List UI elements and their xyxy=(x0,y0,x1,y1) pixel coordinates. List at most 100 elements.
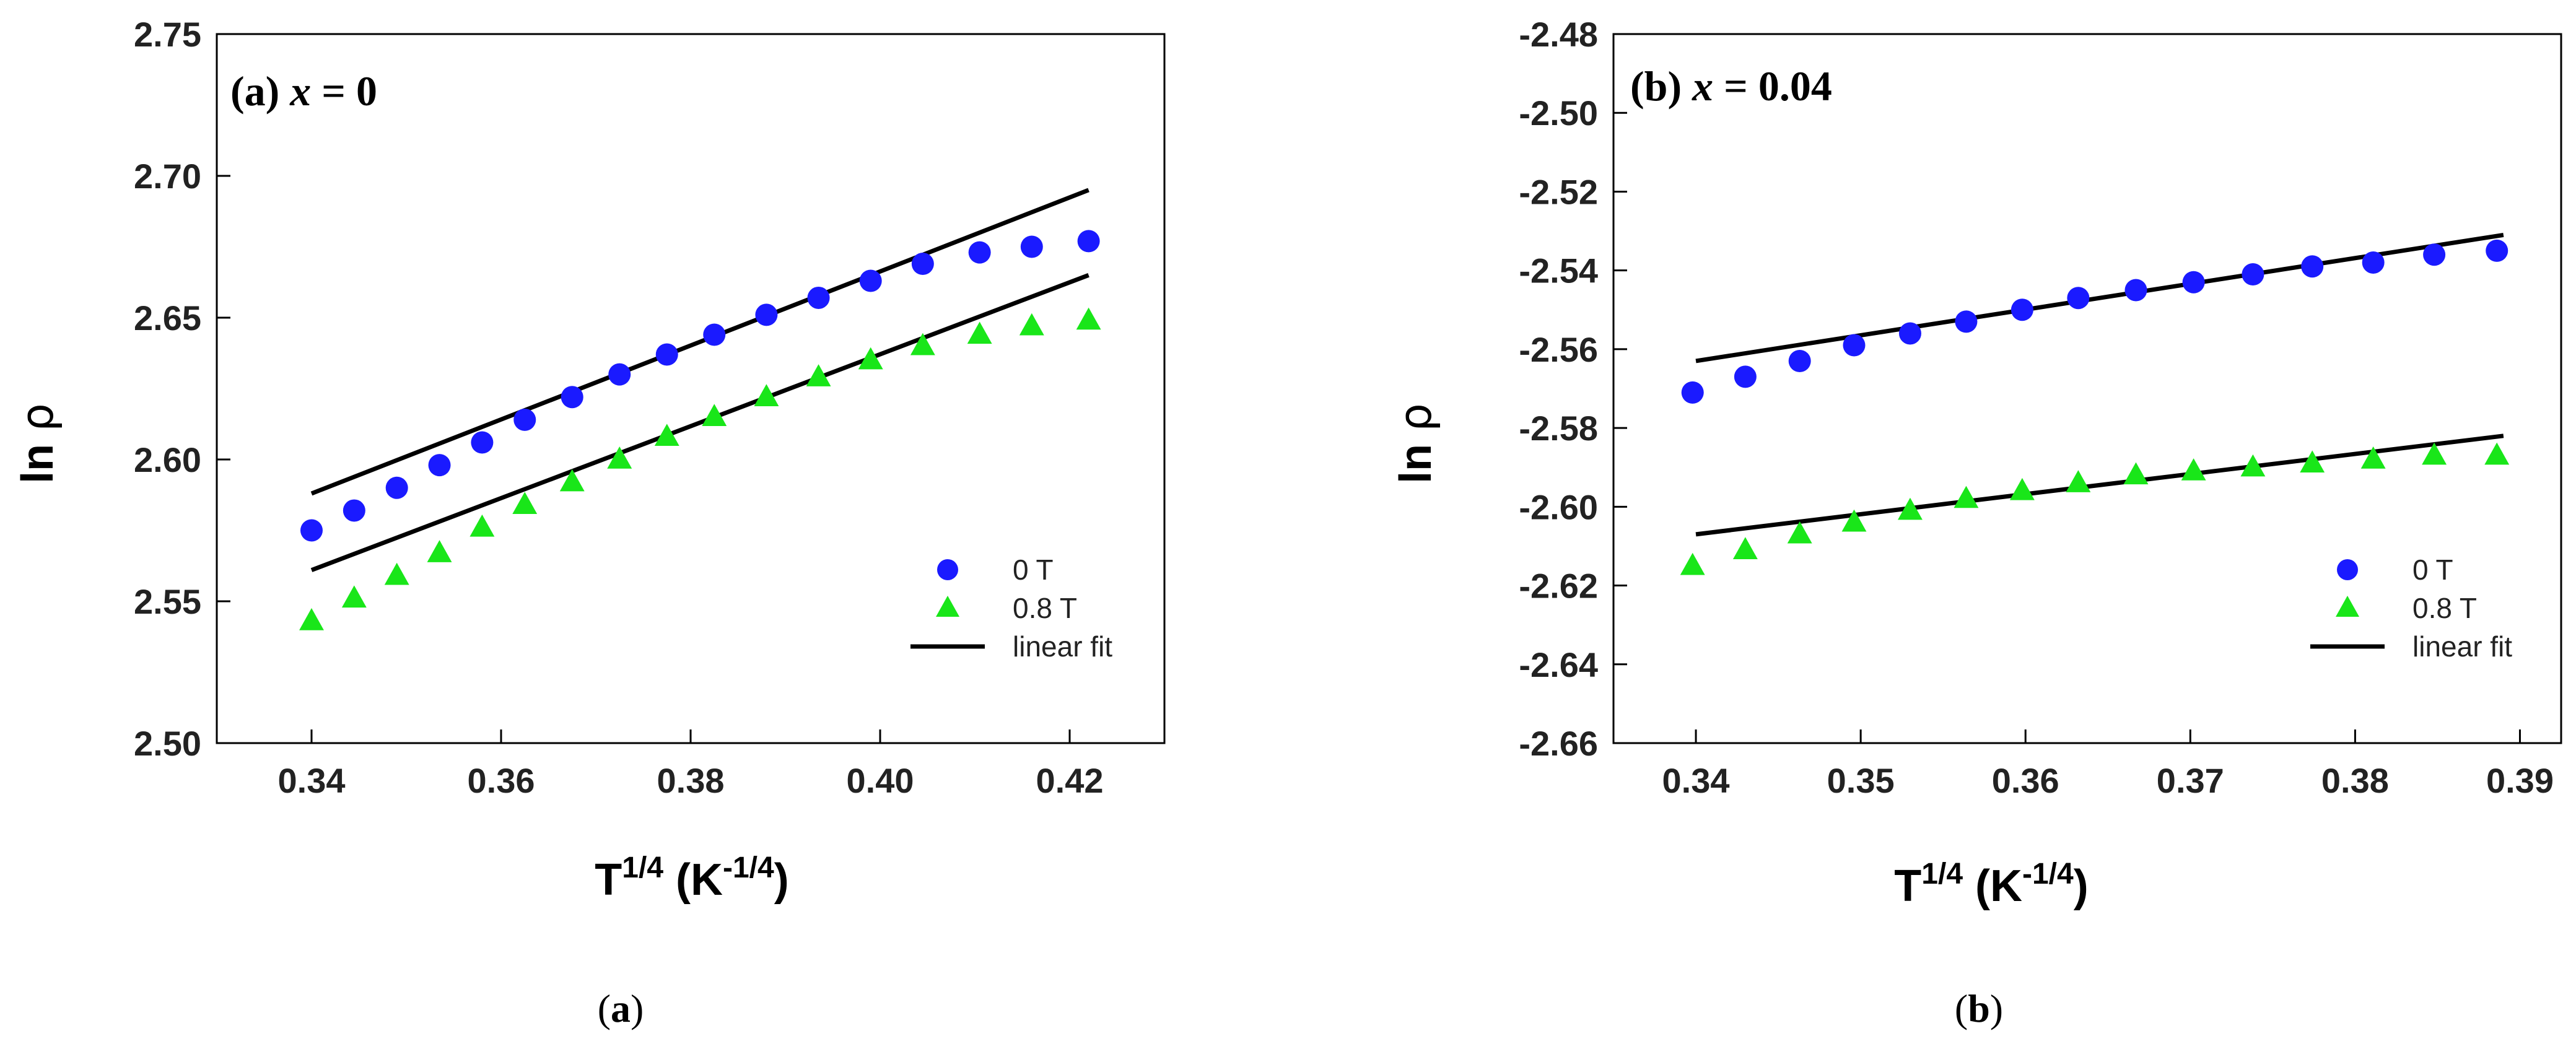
data-point-0t xyxy=(859,269,882,292)
caption-a: (a) xyxy=(598,986,644,1030)
legend-marker-triangle xyxy=(2336,596,2359,617)
x-tick-label: 0.42 xyxy=(1036,761,1104,800)
data-point-0t xyxy=(608,363,631,386)
data-point-08t xyxy=(2360,446,2386,469)
data-point-08t xyxy=(2484,442,2510,465)
data-point-0t xyxy=(2486,239,2508,262)
data-point-08t xyxy=(427,540,452,562)
y-tick-label: -2.60 xyxy=(1519,487,1598,526)
data-point-0t xyxy=(1734,365,1757,388)
data-point-08t xyxy=(1732,537,1758,560)
data-point-08t xyxy=(2009,477,2035,500)
y-tick-label: 2.50 xyxy=(134,724,201,763)
data-point-0t xyxy=(1020,235,1043,258)
data-point-0t xyxy=(2301,255,2324,278)
fit-line xyxy=(1695,232,2504,363)
data-point-0t xyxy=(428,454,451,477)
legend-marker-triangle xyxy=(936,596,959,617)
y-tick-label: 2.60 xyxy=(134,440,201,479)
data-point-08t xyxy=(341,585,367,608)
data-point-08t xyxy=(702,404,727,426)
data-point-0t xyxy=(513,408,536,431)
data-point-0t xyxy=(2182,271,2205,294)
y-tick-label: -2.52 xyxy=(1519,172,1598,211)
panel-title-b: (b) x = 0.04 xyxy=(1630,63,1832,110)
y-axis-label-symbol: ρ xyxy=(1389,403,1441,432)
data-point-08t xyxy=(2123,462,2149,485)
data-point-0t xyxy=(385,476,408,499)
data-point-0t xyxy=(1681,381,1704,404)
data-point-08t xyxy=(559,469,585,492)
data-point-0t xyxy=(968,241,991,264)
data-point-0t xyxy=(1955,310,1978,333)
data-point-0t xyxy=(2011,298,2033,321)
legend-marker-circle xyxy=(2337,559,2358,580)
legend-label: 0 T xyxy=(2412,554,2453,586)
y-tick-label: -2.66 xyxy=(1519,724,1598,763)
data-point-0t xyxy=(2362,251,2385,274)
data-point-0t xyxy=(1843,334,1866,357)
x-axis-ticks-a: 0.34 0.36 0.38 0.40 0.42 xyxy=(278,729,1104,800)
data-point-0t xyxy=(2423,243,2446,266)
data-point-0t xyxy=(911,252,934,275)
data-point-0t xyxy=(300,519,323,542)
x-tick-label: 0.34 xyxy=(278,761,346,800)
data-point-08t xyxy=(2422,442,2447,465)
y-tick-label: 2.70 xyxy=(134,157,201,196)
x-tick-label: 0.36 xyxy=(1992,761,2059,800)
data-point-0t xyxy=(1898,322,1921,345)
y-axis-label-a: ln ρ xyxy=(11,403,63,484)
x-axis-label-b: T1/4 (K-1/4) xyxy=(1894,858,2088,911)
y-axis-ticks-a: 2.50 2.55 2.60 2.65 2.70 2.75 xyxy=(134,15,230,763)
legend-label: linear fit xyxy=(1013,630,1112,663)
data-point-08t xyxy=(2181,458,2206,481)
y-axis-label-b: ln ρ xyxy=(1389,403,1441,484)
data-point-08t xyxy=(2066,470,2091,492)
fit-line xyxy=(310,188,1089,496)
data-point-0t xyxy=(2242,263,2264,286)
y-tick-label: -2.48 xyxy=(1519,15,1598,54)
data-point-08t xyxy=(1898,497,1923,520)
x-axis-ticks-b: 0.34 0.35 0.36 0.37 0.38 0.39 xyxy=(1662,729,2554,800)
data-point-08t xyxy=(512,492,538,514)
x-tick-label: 0.37 xyxy=(2157,761,2224,800)
data-point-0t xyxy=(703,323,726,346)
fit-line xyxy=(1695,433,2504,537)
legend-label: 0.8 T xyxy=(1013,592,1077,624)
chart-panel-a: ln ρ T1/4 (K-1/4) (a) x = 0 2.50 2.55 2.60… xyxy=(11,15,1166,1030)
chart-panel-b: ln ρ T1/4 (K-1/4) (b) x = 0.04 -2.66 -2.6… xyxy=(1389,15,2562,1030)
legend-marker-circle xyxy=(937,559,958,580)
data-point-08t xyxy=(910,333,935,355)
data-point-08t xyxy=(384,562,409,585)
data-point-08t xyxy=(858,347,883,370)
x-tick-label: 0.38 xyxy=(657,761,725,800)
y-tick-label: -2.56 xyxy=(1519,330,1598,369)
data-point-08t xyxy=(1787,521,1812,544)
y-tick-label: -2.58 xyxy=(1519,409,1598,448)
data-point-08t xyxy=(1680,552,1705,575)
y-axis-ticks-b: -2.66 -2.64 -2.62 -2.60 -2.58 -2.56 -2.54 -2.52… xyxy=(1519,15,1627,763)
legend-label: 0 T xyxy=(1013,554,1054,586)
legend-b: 0 T 0.8 T linear fit xyxy=(2310,554,2512,663)
data-point-08t xyxy=(299,608,324,630)
x-tick-label: 0.40 xyxy=(847,761,914,800)
fit-lines-b xyxy=(1695,232,2504,537)
data-point-08t xyxy=(1019,313,1044,336)
caption-b: (b) xyxy=(1955,986,2003,1030)
y-tick-label: -2.64 xyxy=(1519,645,1598,684)
x-tick-label: 0.39 xyxy=(2486,761,2554,800)
data-point-08t xyxy=(806,364,831,386)
fit-lines-a xyxy=(310,188,1089,572)
data-point-08t xyxy=(754,384,779,406)
x-tick-label: 0.34 xyxy=(1662,761,1730,800)
data-points-a xyxy=(299,230,1101,630)
data-point-0t xyxy=(343,499,365,522)
y-tick-label: 2.55 xyxy=(134,582,201,621)
data-point-08t xyxy=(2300,450,2325,473)
data-points-b xyxy=(1680,239,2510,575)
data-point-08t xyxy=(1954,485,1979,508)
data-point-0t xyxy=(807,286,830,309)
legend-label: 0.8 T xyxy=(2412,592,2477,624)
data-point-0t xyxy=(2124,279,2147,302)
